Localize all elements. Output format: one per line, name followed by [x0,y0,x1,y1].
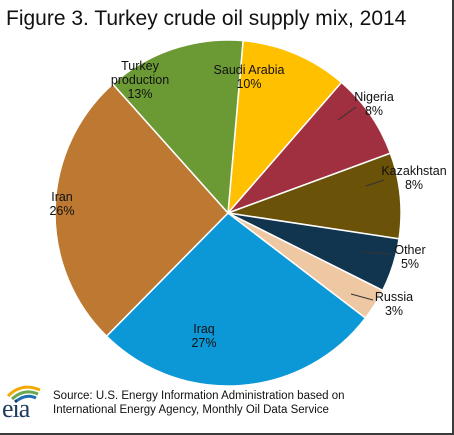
slice-label-nigeria: Nigeria 8% [354,90,394,118]
pie-slice-saudi-arabia [227,39,343,216]
pie-slice-turkey-production [111,39,244,215]
pie-slice-iraq [105,212,367,387]
eia-logo-arcs [6,385,41,404]
slice-label-iraq: Iraq 27% [191,322,216,350]
slice-label-russia: Russia 3% [375,290,413,318]
source-note: Source: U.S. Energy Information Administ… [53,389,383,417]
source-line-2: International Energy Agency, Monthly Oil… [53,404,329,416]
slice-label-turkey-production: Turkey production 13% [111,59,169,101]
leader-line-nigeria [337,106,357,121]
leader-line-kazakhstan [365,179,385,187]
slice-label-kazakhstan: Kazakhstan 8% [381,164,446,192]
source-line-1: Source: U.S. Energy Information Administ… [53,390,345,402]
eia-logo: eia [2,382,46,423]
leader-line-russia [350,293,374,301]
eia-logo-text: eia [2,394,30,423]
slice-label-saudi-arabia: Saudi Arabia 10% [214,63,285,91]
leader-line-other [362,251,391,255]
slice-label-other: Other 5% [394,243,425,271]
pie-slice-iran [54,82,230,338]
slice-label-iran: Iran 26% [49,190,74,218]
chart-title: Figure 3. Turkey crude oil supply mix, 2… [6,7,407,30]
